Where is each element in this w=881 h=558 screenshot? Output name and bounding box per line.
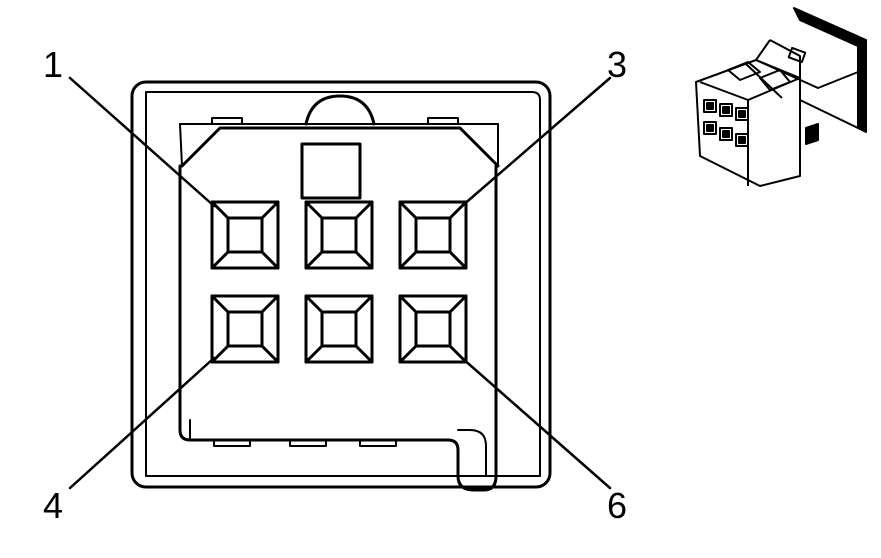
leader-line-6 bbox=[462, 358, 610, 488]
leader-line-1 bbox=[70, 78, 214, 206]
latch-dome bbox=[306, 96, 374, 124]
inner-wall bbox=[180, 166, 496, 490]
cavity-4 bbox=[212, 296, 278, 362]
cavity-6 bbox=[400, 296, 466, 362]
cavity-2 bbox=[306, 202, 372, 268]
cavity-5 bbox=[306, 296, 372, 362]
cavity-3 bbox=[400, 202, 466, 268]
housing-outer bbox=[132, 82, 550, 487]
pin-label-1: 1 bbox=[43, 44, 64, 85]
leader-line-4 bbox=[70, 358, 214, 488]
keying-square bbox=[302, 144, 360, 198]
cavity-1 bbox=[212, 202, 278, 268]
pin-label-3: 3 bbox=[607, 44, 628, 85]
pin-label-4: 4 bbox=[43, 485, 64, 526]
connector-isometric-view bbox=[696, 8, 866, 186]
pin-label-6: 6 bbox=[607, 485, 628, 526]
leader-line-3 bbox=[462, 78, 610, 206]
housing-inner-frame bbox=[146, 92, 540, 476]
